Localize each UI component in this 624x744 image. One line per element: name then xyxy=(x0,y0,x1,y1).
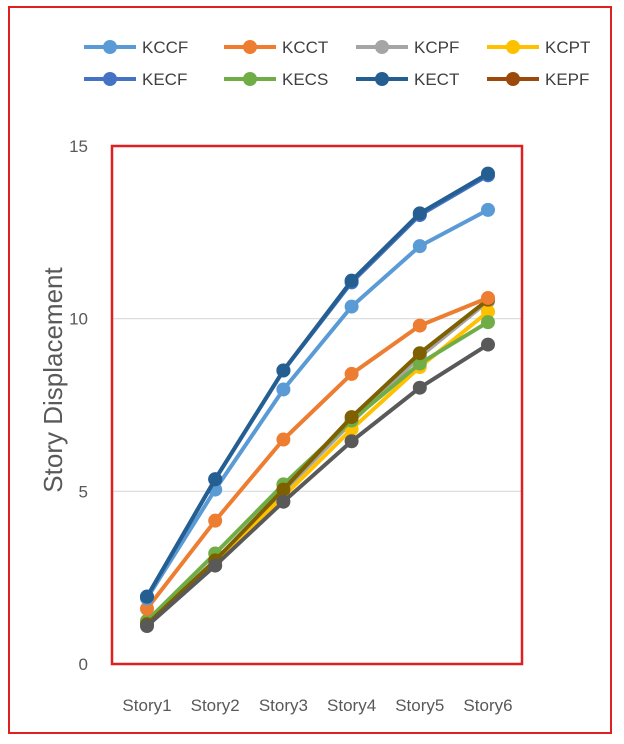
data-point xyxy=(276,363,291,378)
data-point xyxy=(208,558,223,573)
data-point xyxy=(208,472,223,487)
data-point xyxy=(412,346,427,361)
series-layer xyxy=(140,166,495,634)
data-point xyxy=(208,513,223,528)
data-point xyxy=(481,202,495,217)
legend-item-kccf: KCCF xyxy=(84,38,188,57)
legend-label: KCPT xyxy=(545,38,590,57)
x-tick-label: Story3 xyxy=(259,696,308,715)
legend-item-kecs: KECS xyxy=(224,70,328,89)
legend-swatch-marker xyxy=(103,72,117,86)
series-line xyxy=(145,297,490,627)
data-point xyxy=(481,166,495,181)
y-axis-title: Story Displacement xyxy=(38,267,68,493)
y-tick-label: 10 xyxy=(69,310,88,329)
data-point xyxy=(481,304,495,319)
legend-swatch-marker xyxy=(103,40,117,54)
data-point xyxy=(276,494,291,509)
legend-item-kect: KECT xyxy=(356,70,459,89)
x-axis-ticks: Story1 Story2 Story3 Story4 Story5 Story6 xyxy=(122,696,512,715)
legend-item-kecf: KECF xyxy=(84,70,187,89)
legend-label: KEPF xyxy=(545,70,589,89)
data-point xyxy=(276,382,291,397)
legend-item-kepf: KEPF xyxy=(487,70,589,89)
data-point xyxy=(140,589,154,604)
legend-label: KECT xyxy=(414,70,459,89)
plot-area-border xyxy=(110,144,524,666)
series-kcct xyxy=(140,290,495,616)
series-kect xyxy=(140,166,495,604)
series-line xyxy=(145,207,490,601)
data-point xyxy=(276,432,291,447)
data-point xyxy=(481,315,495,330)
chart-frame xyxy=(8,6,612,734)
y-tick-label: 15 xyxy=(69,137,88,156)
legend-swatch-marker xyxy=(375,40,389,54)
series-line xyxy=(145,295,490,611)
x-tick-label: Story5 xyxy=(395,696,444,715)
data-point xyxy=(481,290,495,305)
legend-swatch-marker xyxy=(243,72,257,86)
gridlines xyxy=(112,318,522,492)
x-tick-label: Story1 xyxy=(122,696,171,715)
data-point xyxy=(344,299,359,314)
y-tick-label: 0 xyxy=(79,655,88,674)
data-point xyxy=(344,366,359,381)
legend-swatch-marker xyxy=(506,72,520,86)
series-unlabeled xyxy=(140,337,495,634)
data-point xyxy=(344,410,359,425)
data-point xyxy=(412,318,427,333)
legend: KCCF KCCT KCPF KCPT KECF KECS KECT KEPF xyxy=(84,38,590,89)
legend-label: KCCF xyxy=(142,38,188,57)
legend-swatch-marker xyxy=(375,72,389,86)
data-point xyxy=(344,434,359,449)
data-point xyxy=(276,482,291,497)
legend-swatch-marker xyxy=(506,40,520,54)
data-point xyxy=(140,601,154,616)
legend-label: KCCT xyxy=(282,38,328,57)
data-point xyxy=(140,619,154,634)
legend-label: KECF xyxy=(142,70,187,89)
series-line xyxy=(145,342,490,628)
legend-label: KCPF xyxy=(414,38,459,57)
legend-label: KECS xyxy=(282,70,328,89)
x-tick-label: Story6 xyxy=(463,696,512,715)
data-point xyxy=(412,356,427,371)
data-point xyxy=(344,273,359,288)
x-tick-label: Story4 xyxy=(327,696,376,715)
data-point xyxy=(481,337,495,352)
legend-item-kcpt: KCPT xyxy=(487,38,590,57)
series-line xyxy=(145,171,490,599)
legend-item-kcct: KCCT xyxy=(224,38,328,57)
data-point xyxy=(412,239,427,254)
legend-item-kcpf: KCPF xyxy=(356,38,459,57)
legend-swatch-marker xyxy=(243,40,257,54)
y-tick-label: 5 xyxy=(79,482,88,501)
data-point xyxy=(412,206,427,221)
data-point xyxy=(412,380,427,395)
x-tick-label: Story2 xyxy=(191,696,240,715)
y-axis-ticks: 0 5 10 15 xyxy=(69,137,88,674)
